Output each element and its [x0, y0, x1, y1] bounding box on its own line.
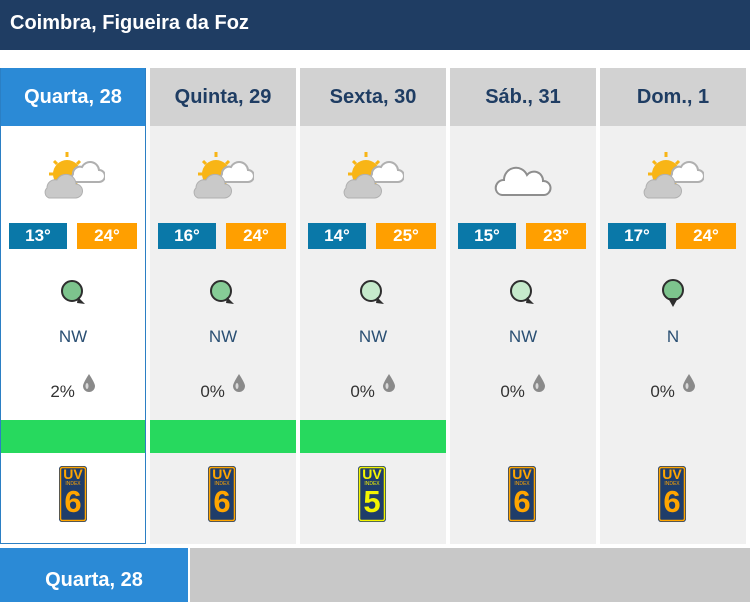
sun-cloud-icon	[643, 152, 704, 199]
uv-value: 6	[513, 484, 531, 519]
raindrop-icon	[532, 374, 545, 392]
temperature-range: 15° 23°	[458, 223, 586, 249]
bottom-day-tab[interactable]: Quarta, 28	[0, 548, 188, 602]
raindrop-icon	[82, 374, 95, 392]
min-temp: 13°	[9, 223, 67, 249]
uv-index-badge: UV INDEX 6	[59, 466, 87, 522]
uv-badge-bg	[508, 466, 536, 522]
uv-value: 6	[213, 484, 231, 519]
day-tab[interactable]: Quarta, 28	[1, 68, 145, 126]
day-tab[interactable]: Sáb., 31	[450, 68, 596, 126]
sun-cloud-icon	[44, 152, 105, 199]
sun-cloud-icon	[193, 152, 254, 199]
precipitation-value: 2%	[50, 382, 75, 401]
bottom-tab-bar	[190, 548, 750, 602]
uv-sub-label: INDEX	[214, 481, 230, 487]
precipitation: 0%	[450, 373, 596, 401]
day-tab[interactable]: Quinta, 29	[150, 68, 296, 126]
uv-sub-label: INDEX	[364, 481, 380, 487]
uv-sub-label: INDEX	[664, 481, 680, 487]
wind-direction: NW	[358, 327, 388, 346]
uv-badge-bg	[358, 466, 386, 522]
temperature-range: 14° 25°	[308, 223, 436, 249]
wind-direction-icon	[61, 280, 85, 304]
min-temp: 14°	[308, 223, 366, 249]
wind-direction: NW	[208, 327, 238, 346]
day-tab[interactable]: Dom., 1	[600, 68, 746, 126]
day-tab[interactable]: Sexta, 30	[300, 68, 446, 126]
uv-index-badge: UV INDEX 5	[358, 466, 386, 522]
min-temp: 16°	[158, 223, 216, 249]
uv-index-badge: UV INDEX 6	[658, 466, 686, 522]
max-temp: 24°	[226, 223, 286, 249]
precipitation: 0%	[300, 373, 446, 401]
raindrop-icon	[232, 374, 245, 392]
condition-bar	[150, 420, 296, 453]
raindrop-icon	[382, 374, 395, 392]
max-temp: 24°	[676, 223, 736, 249]
wind-direction: NW	[508, 327, 538, 346]
condition-bar	[1, 420, 145, 453]
uv-badge-bg	[208, 466, 236, 522]
uv-value: 6	[663, 484, 681, 519]
min-temp: 15°	[458, 223, 516, 249]
precipitation-value: 0%	[200, 382, 225, 401]
temperature-range: 13° 24°	[9, 223, 137, 249]
precipitation: 0%	[600, 373, 746, 401]
max-temp: 24°	[77, 223, 137, 249]
day-column[interactable]: Dom., 1 17° 24° N 0% UV INDEX 6	[600, 68, 746, 544]
min-temp: 17°	[608, 223, 666, 249]
uv-label: UV	[362, 466, 382, 482]
uv-value: 6	[64, 484, 82, 519]
uv-label: UV	[212, 466, 232, 482]
day-column[interactable]: Sáb., 31 15° 23° NW 0% UV INDEX 6	[450, 68, 596, 544]
max-temp: 25°	[376, 223, 436, 249]
uv-sub-label: INDEX	[514, 481, 530, 487]
uv-value: 5	[363, 484, 381, 519]
wind-direction-icon	[210, 280, 234, 304]
uv-label: UV	[512, 466, 532, 482]
location-title: Coimbra, Figueira da Foz	[10, 12, 249, 34]
uv-badge-bg	[658, 466, 686, 522]
precipitation-value: 0%	[500, 382, 525, 401]
day-column[interactable]: Quinta, 29 16° 24° NW 0% UV INDEX 6	[150, 68, 296, 544]
uv-index-badge: UV INDEX 6	[208, 466, 236, 522]
uv-label: UV	[662, 466, 682, 482]
day-column[interactable]: Quarta, 28 13° 24° NW 2% UV INDEX 6	[0, 68, 146, 544]
uv-sub-label: INDEX	[65, 481, 81, 487]
cloud-icon	[494, 166, 552, 196]
precipitation-value: 0%	[650, 382, 675, 401]
uv-index-badge: UV INDEX 6	[508, 466, 536, 522]
raindrop-icon	[682, 374, 695, 392]
temperature-range: 17° 24°	[608, 223, 736, 249]
wind-direction-icon	[510, 280, 534, 304]
day-column[interactable]: Sexta, 30 14° 25° NW 0% UV INDEX 5	[300, 68, 446, 544]
precipitation: 0%	[150, 373, 296, 401]
temperature-range: 16° 24°	[158, 223, 286, 249]
location-header: Coimbra, Figueira da Foz	[0, 0, 750, 50]
condition-bar	[300, 420, 446, 453]
uv-label: UV	[63, 466, 83, 482]
wind-direction-icon	[360, 280, 384, 304]
wind-direction: N	[666, 327, 680, 346]
precipitation: 2%	[1, 373, 145, 401]
max-temp: 23°	[526, 223, 586, 249]
uv-badge-bg	[59, 466, 87, 522]
wind-direction: NW	[58, 327, 88, 346]
wind-direction-icon	[662, 279, 684, 307]
precipitation-value: 0%	[350, 382, 375, 401]
sun-cloud-icon	[343, 152, 404, 199]
